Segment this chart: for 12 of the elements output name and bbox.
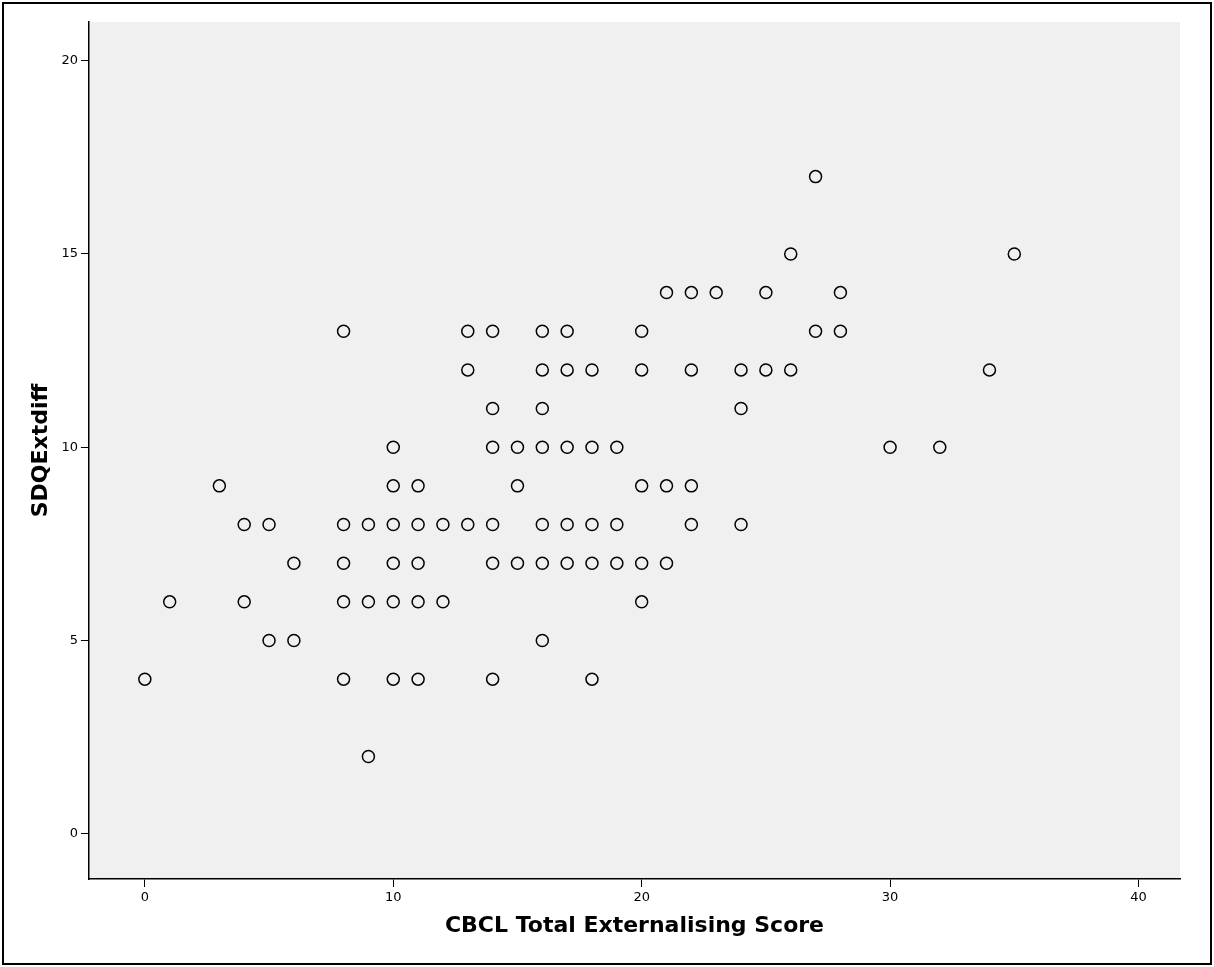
x-tick-label: 20 <box>633 889 650 905</box>
x-tick-label: 30 <box>881 889 899 905</box>
y-tick-label: 0 <box>69 825 78 841</box>
x-tick-label: 0 <box>140 889 149 905</box>
x-axis-title: CBCL Total Externalising Score <box>444 911 825 937</box>
y-tick-label: 5 <box>69 631 78 647</box>
y-axis-title: SDQExtdiff <box>26 382 52 518</box>
y-tick-label: 20 <box>61 52 78 68</box>
x-tick-label: 40 <box>1130 889 1147 905</box>
y-tick-label: 15 <box>61 245 78 261</box>
y-tick-label: 10 <box>61 438 78 454</box>
x-tick-label: 10 <box>384 889 402 905</box>
